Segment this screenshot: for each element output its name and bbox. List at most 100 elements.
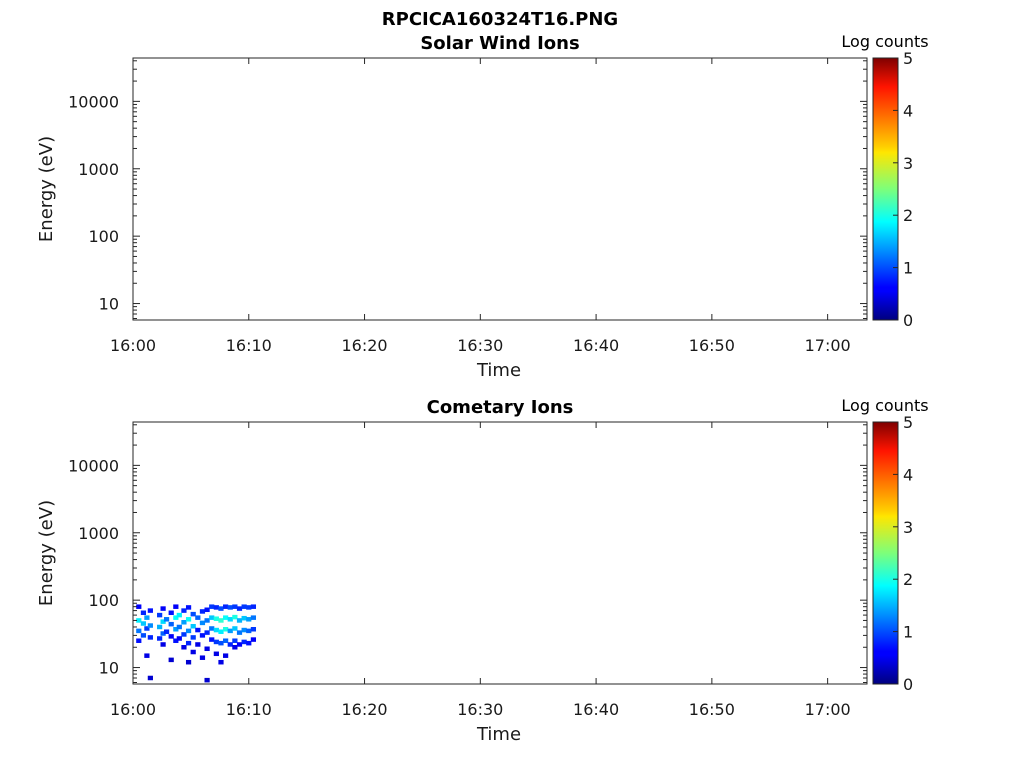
heatmap-cell	[144, 626, 150, 631]
heatmap-cell	[181, 632, 187, 637]
heatmap-cell	[232, 604, 238, 609]
heatmap-cell	[250, 615, 257, 620]
heatmap-cell	[195, 627, 201, 633]
y-tick-label: 1000	[78, 160, 119, 179]
heatmap-cell	[190, 635, 196, 640]
x-tick-label: 16:00	[110, 700, 156, 719]
x-tick-label: 16:50	[689, 336, 735, 355]
heatmap-cell	[176, 612, 182, 618]
colorbar-tick-label: 5	[903, 413, 913, 432]
heatmap-cell	[157, 624, 163, 630]
heatmap-cell	[223, 627, 229, 632]
heatmap-cell	[227, 642, 233, 647]
heatmap-cell	[204, 646, 210, 652]
colorbar-tick-label: 4	[903, 465, 913, 484]
heatmap-cell	[209, 626, 215, 631]
heatmap-cell	[236, 618, 243, 623]
heatmap-cell	[173, 638, 179, 643]
heatmap-cell	[236, 642, 243, 647]
colorbar-tick-label: 0	[903, 675, 913, 694]
heatmap-cell	[185, 659, 192, 665]
panel-solar-wind-ions: Solar Wind Ions 16:00 16:10 16:20 16:30 16:40…	[36, 32, 929, 381]
colorbar	[872, 57, 899, 321]
heatmap-cell	[136, 628, 142, 634]
heatmap-cell	[173, 604, 179, 609]
heatmap-cell	[160, 642, 166, 647]
x-tick-label: 16:30	[457, 336, 503, 355]
heatmap-cell	[232, 626, 238, 631]
heatmap-cell	[199, 620, 206, 626]
heatmap-cell	[160, 631, 166, 636]
heatmap-cell	[160, 619, 166, 624]
heatmap-cell	[147, 608, 153, 613]
heatmap-cell	[250, 637, 257, 642]
colorbar-tick-label: 5	[903, 49, 913, 68]
heatmap-cell	[223, 604, 229, 609]
y-tick-label: 10	[99, 659, 119, 678]
heatmap-cell	[157, 636, 163, 641]
x-tick-label: 16:10	[226, 336, 272, 355]
heatmap-cell	[241, 615, 247, 621]
heatmap-cell	[250, 627, 257, 632]
heatmap-cell	[209, 637, 215, 642]
heatmap-cell	[246, 628, 252, 634]
heatmap-cell	[227, 605, 233, 610]
heatmap-cell	[144, 615, 150, 620]
heatmap-cell	[160, 606, 166, 611]
x-tick-label: 16:00	[110, 336, 156, 355]
heatmap-cell	[144, 653, 150, 658]
y-tick-label: 10000	[68, 456, 119, 475]
heatmap-cell	[136, 638, 142, 643]
x-tick-label: 16:20	[341, 336, 387, 355]
y-axis-label: Energy (eV)	[36, 136, 57, 242]
heatmap-cell	[232, 638, 238, 643]
x-axis-label: Time	[476, 724, 521, 745]
heatmap-cell	[204, 630, 210, 635]
y-tick-label: 10	[99, 295, 119, 314]
x-tick-label: 16:50	[689, 700, 735, 719]
colorbar-title: Log counts	[841, 32, 928, 51]
heatmap-cell	[218, 606, 224, 611]
heatmap-cell	[147, 675, 153, 681]
heatmap-cell	[199, 633, 206, 638]
heatmap-cell	[163, 629, 170, 634]
axes-frame	[132, 421, 868, 685]
heatmap-cell	[204, 677, 210, 683]
heatmap-cell	[232, 614, 238, 620]
x-tick-label: 16:20	[341, 700, 387, 719]
heatmap-cell	[140, 610, 147, 616]
panel-cometary-ions: Cometary Ions 16:00 16:10 16:20 16:30 16:40 16…	[36, 396, 929, 745]
colorbar-tick-label: 2	[903, 206, 913, 225]
heatmap-cell	[190, 611, 196, 617]
heatmap-cell	[185, 617, 192, 622]
x-tick-label: 16:10	[226, 700, 272, 719]
heatmap-cell	[209, 604, 215, 609]
heatmap-cell	[223, 638, 229, 643]
colorbar-tick-label: 4	[903, 101, 913, 120]
heatmap-cell	[223, 615, 229, 620]
colorbar	[872, 421, 899, 685]
colorbar-title: Log counts	[841, 396, 928, 415]
heatmap-cell	[168, 610, 174, 616]
heatmap-cell	[168, 621, 174, 627]
heatmap-cell	[185, 640, 192, 646]
heatmap-cell	[168, 657, 174, 663]
heatmap-cell	[199, 655, 206, 660]
heatmap-cell	[204, 607, 210, 613]
heatmap-cell	[173, 627, 179, 632]
colorbar-tick-label: 3	[903, 518, 913, 537]
heatmap-cell	[213, 639, 219, 645]
y-axis-label: Energy (eV)	[36, 500, 57, 606]
heatmap-cell	[204, 618, 210, 623]
heatmap-cell	[147, 635, 153, 640]
heatmap-cell	[140, 633, 147, 638]
heatmap-cell	[190, 649, 196, 655]
heatmap-cell	[157, 612, 163, 618]
heatmap-cell	[195, 615, 201, 620]
heatmap-cell	[195, 642, 201, 647]
heatmap-cell	[173, 615, 179, 620]
heatmap-cell	[213, 616, 219, 621]
x-tick-label: 17:00	[805, 700, 851, 719]
heatmap-cell	[241, 639, 247, 645]
